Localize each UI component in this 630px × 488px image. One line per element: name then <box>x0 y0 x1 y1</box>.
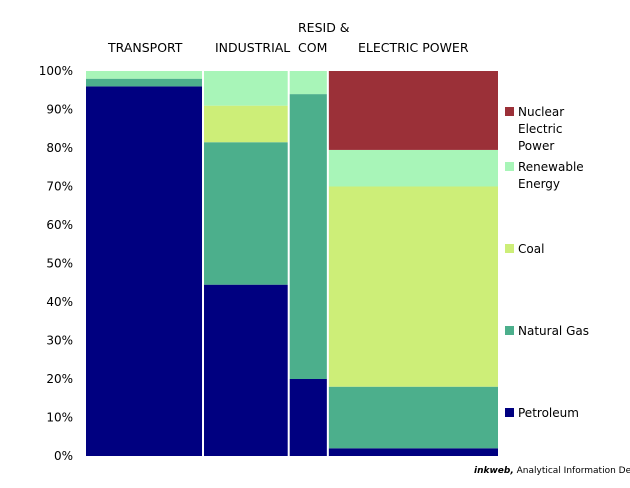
segment-industrial-renewable-energy <box>203 71 289 106</box>
legend-label-nuclear-electric-power-2: Power <box>518 139 554 153</box>
segment-electric-power-petroleum <box>327 448 498 456</box>
segment-industrial-petroleum <box>203 284 289 456</box>
y-tick-label-6: 60% <box>46 218 73 232</box>
sector-labels: TRANSPORT INDUSTRIAL RESID & COM ELECTRIC PO… <box>107 20 469 55</box>
y-tick-label-0: 0% <box>54 449 73 463</box>
sector-label-transport-0: TRANSPORT <box>107 40 183 55</box>
y-tick-label-1: 10% <box>46 411 73 425</box>
y-tick-label-4: 40% <box>46 295 73 309</box>
sector-label-resid-com-0: RESID & <box>298 20 350 35</box>
segment-electric-power-nuclear-electric-power <box>327 71 498 150</box>
y-tick-label-5: 50% <box>46 257 73 271</box>
legend-label-petroleum-0: Petroleum <box>518 406 579 420</box>
sector-label-industrial-0: INDUSTRIAL <box>215 40 290 55</box>
credit-line: inkweb, Analytical Information Design <box>474 466 630 476</box>
legend-label-renewable-energy-1: Energy <box>518 177 560 191</box>
segment-transport-renewable-energy <box>86 71 204 79</box>
legend-swatch-coal <box>505 244 514 253</box>
y-tick-label-9: 90% <box>46 103 73 117</box>
segment-electric-power-renewable-energy <box>327 149 498 187</box>
y-tick-label-8: 80% <box>46 141 73 155</box>
legend-swatch-natural-gas <box>505 326 514 335</box>
y-tick-label-7: 70% <box>46 180 73 194</box>
credit-text: Analytical Information Design <box>516 466 630 476</box>
sector-label-resid-com-1: COM <box>298 40 327 55</box>
segment-transport-petroleum <box>86 86 204 457</box>
legend-label-nuclear-electric-power-0: Nuclear <box>518 105 564 119</box>
segment-electric-power-natural-gas <box>327 386 498 449</box>
segment-resid-com-natural-gas <box>288 94 328 379</box>
y-tick-label-10: 100% <box>39 64 73 78</box>
segment-industrial-coal <box>203 105 289 143</box>
legend-label-natural-gas-0: Natural Gas <box>518 324 589 338</box>
plot-area <box>86 71 498 457</box>
segment-transport-natural-gas <box>86 78 204 87</box>
legend-label-nuclear-electric-power-1: Electric <box>518 122 562 136</box>
sector-label-electric-power-0: ELECTRIC POWER <box>358 40 469 55</box>
legend-label-renewable-energy-0: Renewable <box>518 160 584 174</box>
legend-label-coal-0: Coal <box>518 242 544 256</box>
y-tick-label-2: 20% <box>46 372 73 386</box>
legend: Nuclear Electric Power Renewable Energy Coal N… <box>505 105 589 420</box>
y-tick-label-3: 30% <box>46 334 73 348</box>
segment-resid-com-petroleum <box>288 379 328 456</box>
legend-swatch-renewable-energy <box>505 162 514 171</box>
segment-industrial-natural-gas <box>203 142 289 285</box>
legend-swatch-nuclear-electric-power <box>505 107 514 116</box>
credit-brand: inkweb, <box>474 466 514 476</box>
y-axis: 0% 10% 20% 30% 40% 50% 60% 70% 80% 90% 100% <box>39 64 73 463</box>
legend-swatch-petroleum <box>505 408 514 417</box>
segment-electric-power-coal <box>327 186 498 387</box>
segment-resid-com-renewable-energy <box>288 71 328 95</box>
